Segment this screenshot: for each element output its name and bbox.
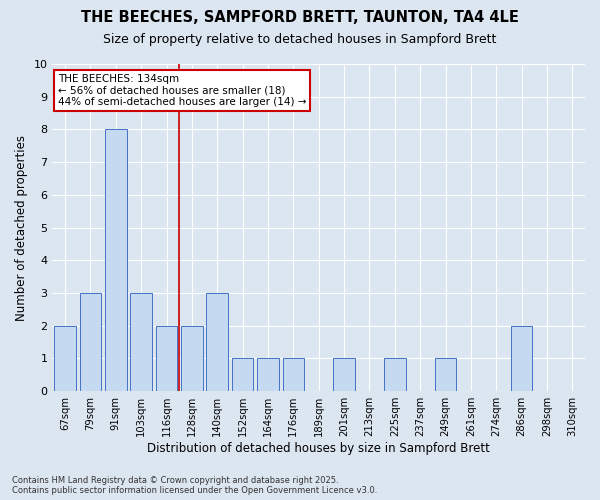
X-axis label: Distribution of detached houses by size in Sampford Brett: Distribution of detached houses by size …	[147, 442, 490, 455]
Bar	[511, 326, 532, 391]
Bar	[283, 358, 304, 391]
Bar	[384, 358, 406, 391]
Y-axis label: Number of detached properties: Number of detached properties	[15, 134, 28, 320]
Bar	[435, 358, 456, 391]
Text: Contains HM Land Registry data © Crown copyright and database right 2025.
Contai: Contains HM Land Registry data © Crown c…	[12, 476, 377, 495]
Bar	[232, 358, 253, 391]
Bar	[105, 130, 127, 391]
Bar	[206, 293, 228, 391]
Bar	[80, 293, 101, 391]
Bar	[130, 293, 152, 391]
Text: THE BEECHES: 134sqm
← 56% of detached houses are smaller (18)
44% of semi-detach: THE BEECHES: 134sqm ← 56% of detached ho…	[58, 74, 306, 107]
Bar	[333, 358, 355, 391]
Bar	[257, 358, 279, 391]
Bar	[156, 326, 178, 391]
Bar	[181, 326, 203, 391]
Text: THE BEECHES, SAMPFORD BRETT, TAUNTON, TA4 4LE: THE BEECHES, SAMPFORD BRETT, TAUNTON, TA…	[81, 10, 519, 25]
Bar	[55, 326, 76, 391]
Text: Size of property relative to detached houses in Sampford Brett: Size of property relative to detached ho…	[103, 32, 497, 46]
